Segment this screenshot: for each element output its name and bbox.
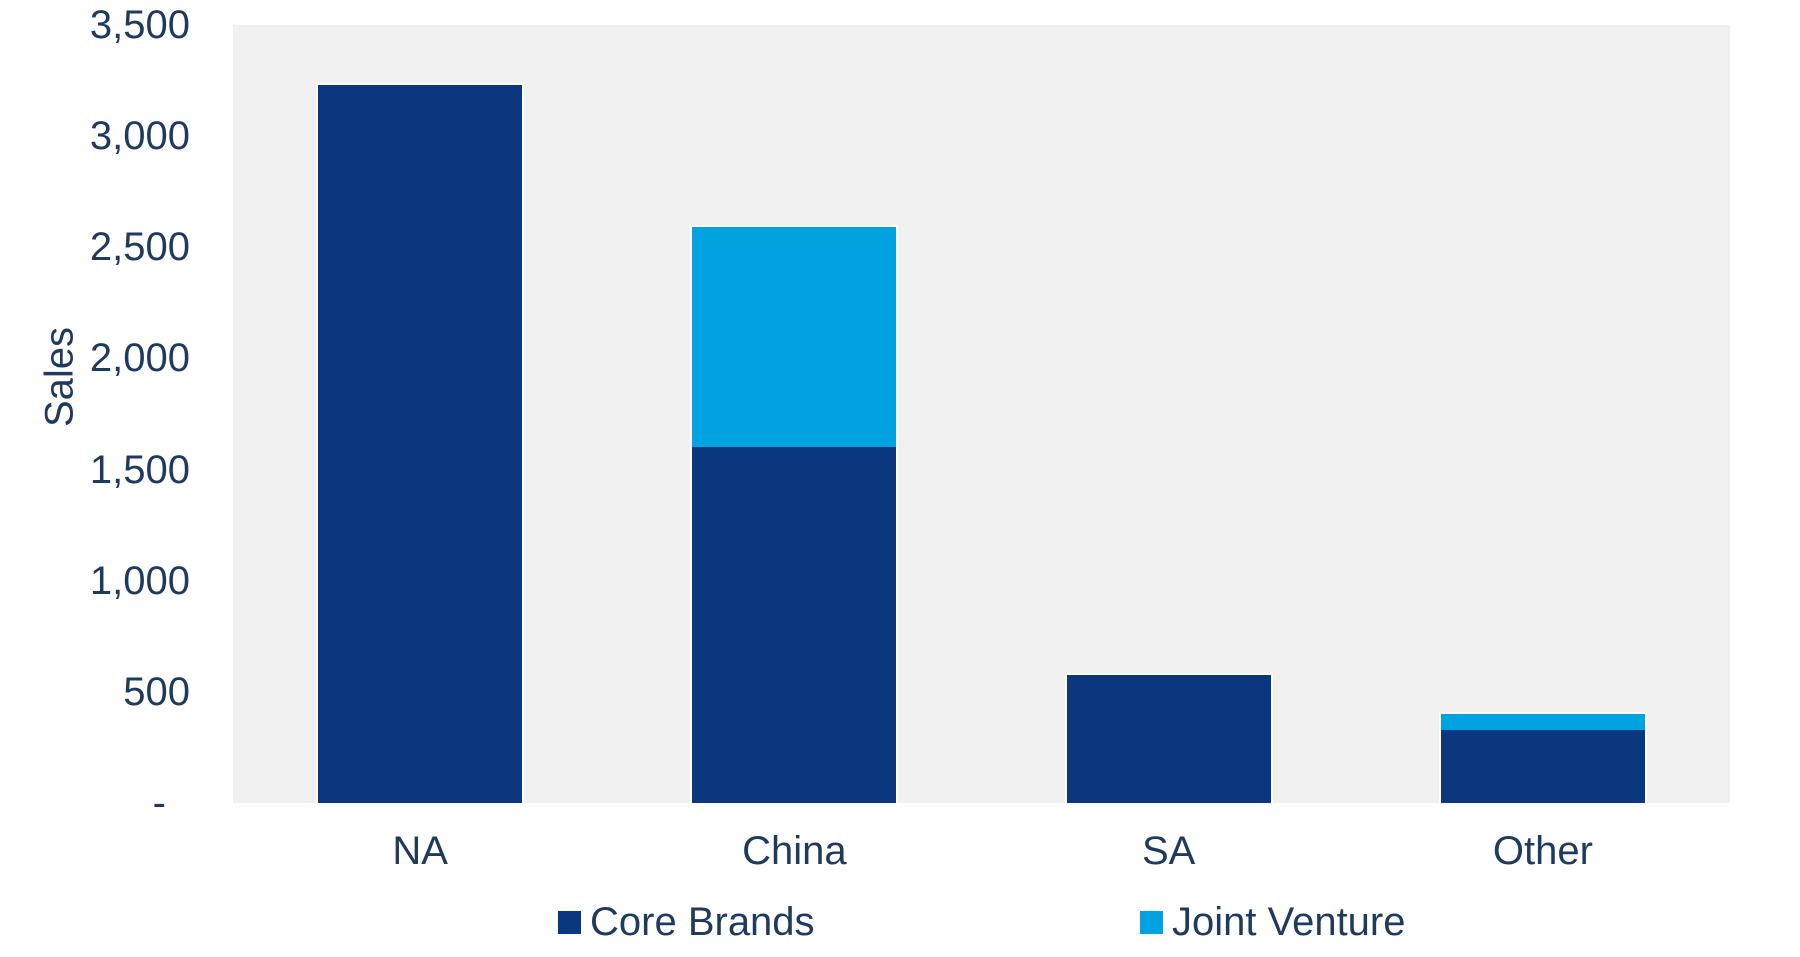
bar-segment-core-brands-china <box>692 447 897 803</box>
plot-area <box>233 25 1730 803</box>
legend-item-joint-venture: Joint Venture <box>1140 902 1406 942</box>
y-tick-label-2000: 2,000 <box>89 336 190 381</box>
bar-sa <box>1064 673 1273 803</box>
bar-segment-core-brands-other <box>1440 729 1645 803</box>
bar-other <box>1438 712 1647 803</box>
y-tick-label-3500: 3,500 <box>89 3 190 47</box>
legend-swatch-icon <box>558 910 581 934</box>
legend-label: Joint Venture <box>1172 900 1406 944</box>
y-tick-label-2500: 2,500 <box>89 225 190 270</box>
bar-na <box>316 83 525 803</box>
legend-swatch-icon <box>1140 910 1163 934</box>
bar-segment-joint-venture-china <box>692 227 897 448</box>
bar-segment-core-brands-na <box>318 85 523 803</box>
y-tick-label-1500: 1,500 <box>89 447 190 492</box>
bar-segment-core-brands-sa <box>1066 675 1271 803</box>
x-category-label-na: NA <box>392 829 448 873</box>
y-tick-label-1000: 1,000 <box>89 558 190 603</box>
y-tick-label-3000: 3,000 <box>89 114 190 159</box>
legend-item-core-brands: Core Brands <box>558 902 815 942</box>
bar-segment-joint-venture-other <box>1440 714 1645 730</box>
x-category-label-other: Other <box>1492 829 1593 873</box>
y-axis-title: Sales <box>37 326 82 428</box>
legend-label: Core Brands <box>590 900 815 944</box>
y-tick-label-0: - <box>152 781 166 825</box>
y-tick-label-500: 500 <box>123 669 190 714</box>
x-category-label-china: China <box>742 829 847 873</box>
bar-china <box>690 225 899 803</box>
x-category-label-sa: SA <box>1141 829 1196 873</box>
